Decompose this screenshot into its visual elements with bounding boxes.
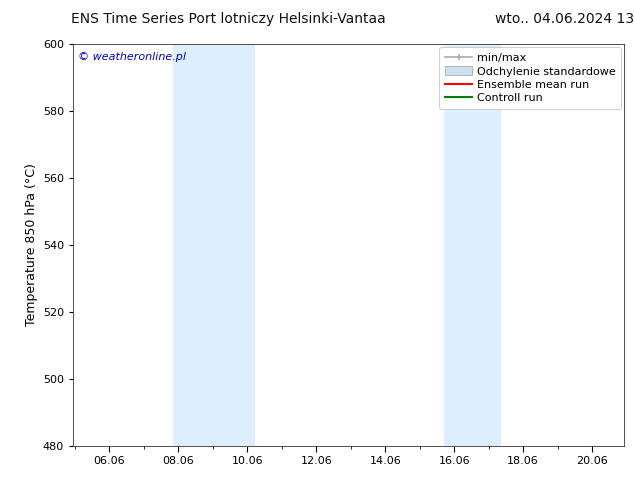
Text: ENS Time Series Port lotniczy Helsinki-Vantaa: ENS Time Series Port lotniczy Helsinki-V… (71, 12, 385, 26)
Text: wto.. 04.06.2024 13 UTC: wto.. 04.06.2024 13 UTC (495, 12, 634, 26)
Y-axis label: Temperature 850 hPa (°C): Temperature 850 hPa (°C) (25, 164, 39, 326)
Legend: min/max, Odchylenie standardowe, Ensemble mean run, Controll run: min/max, Odchylenie standardowe, Ensembl… (439, 48, 621, 109)
Bar (173, 44, 254, 446)
Bar (444, 44, 500, 446)
Text: © weatheronline.pl: © weatheronline.pl (79, 52, 186, 62)
